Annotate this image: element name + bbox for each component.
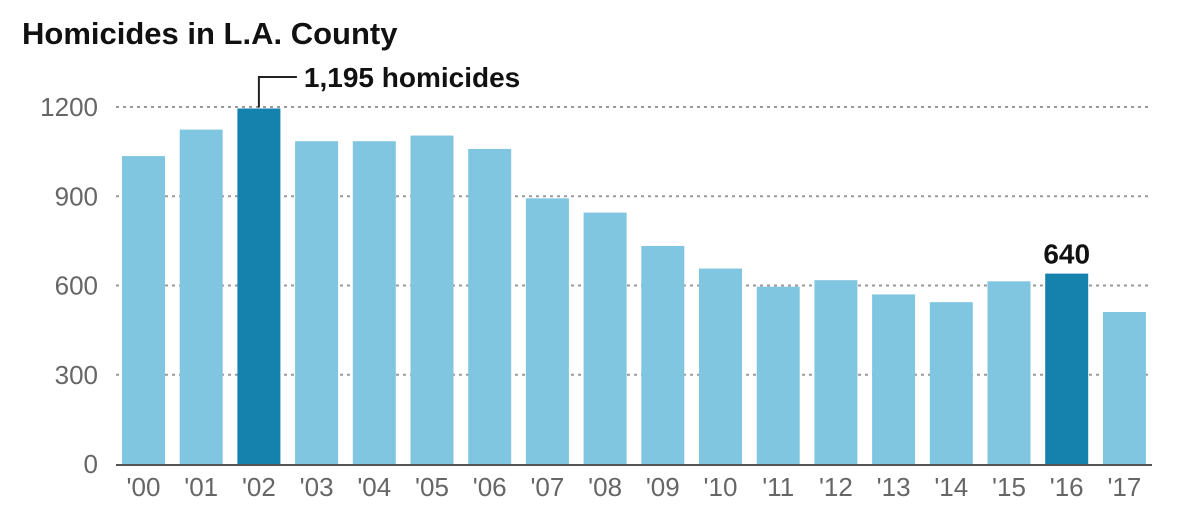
x-tick-label: '07 <box>530 472 564 502</box>
x-tick-label: '17 <box>1107 472 1141 502</box>
y-tick-label: 600 <box>55 271 98 301</box>
y-axis-ticks: 0 300 600 900 1200 <box>40 92 98 479</box>
x-tick-label: '13 <box>877 472 911 502</box>
bar-3 <box>295 141 339 464</box>
bar-1 <box>179 129 223 465</box>
bar-15 <box>987 281 1031 464</box>
annotations: 1,195 homicides 640 <box>257 62 1090 270</box>
x-tick-label: '14 <box>934 472 968 502</box>
chart-title: Homicides in L.A. County <box>22 16 398 51</box>
bar-11 <box>756 286 800 464</box>
x-axis-ticks: '00 '01 '02 '03 '04 '05 '06 '07 '08 '09 '10 '11 '12 '… <box>127 472 1142 502</box>
x-tick-label: '02 <box>242 472 276 502</box>
x-tick-label: '15 <box>992 472 1026 502</box>
x-tick-label: '16 <box>1050 472 1084 502</box>
bar-4 <box>352 141 396 464</box>
gridlines <box>116 106 1152 376</box>
x-tick-label: '01 <box>184 472 218 502</box>
bar-8 <box>583 212 627 464</box>
bar-16 <box>1045 273 1089 464</box>
x-tick-label: '09 <box>646 472 680 502</box>
x-tick-label: '03 <box>300 472 334 502</box>
y-tick-label: 900 <box>55 181 98 211</box>
bar-5 <box>410 135 454 464</box>
x-tick-label: '12 <box>819 472 853 502</box>
bar-17 <box>1102 311 1146 464</box>
bar-0 <box>122 156 165 464</box>
bar-10 <box>699 268 742 464</box>
bar-12 <box>814 280 858 464</box>
x-tick-label: '08 <box>588 472 622 502</box>
x-tick-label: '10 <box>704 472 738 502</box>
x-tick-label: '06 <box>473 472 507 502</box>
annotation-label: 1,195 homicides <box>304 62 520 93</box>
bar-7 <box>525 198 569 464</box>
bar-14 <box>929 302 973 464</box>
x-tick-label: '04 <box>357 472 391 502</box>
bar-6 <box>468 148 512 464</box>
x-tick-label: '11 <box>762 472 794 502</box>
bars <box>122 108 1146 465</box>
bar-2 <box>237 108 281 465</box>
annotation-leader-line <box>257 76 297 108</box>
bar-9 <box>641 245 685 464</box>
x-tick-label: '05 <box>415 472 449 502</box>
y-tick-label: 1200 <box>40 92 98 122</box>
x-tick-label: '00 <box>127 472 161 502</box>
bar-13 <box>872 294 916 464</box>
annotation-label: 640 <box>1043 239 1090 270</box>
y-tick-label: 300 <box>55 360 98 390</box>
y-tick-label: 0 <box>84 449 98 479</box>
